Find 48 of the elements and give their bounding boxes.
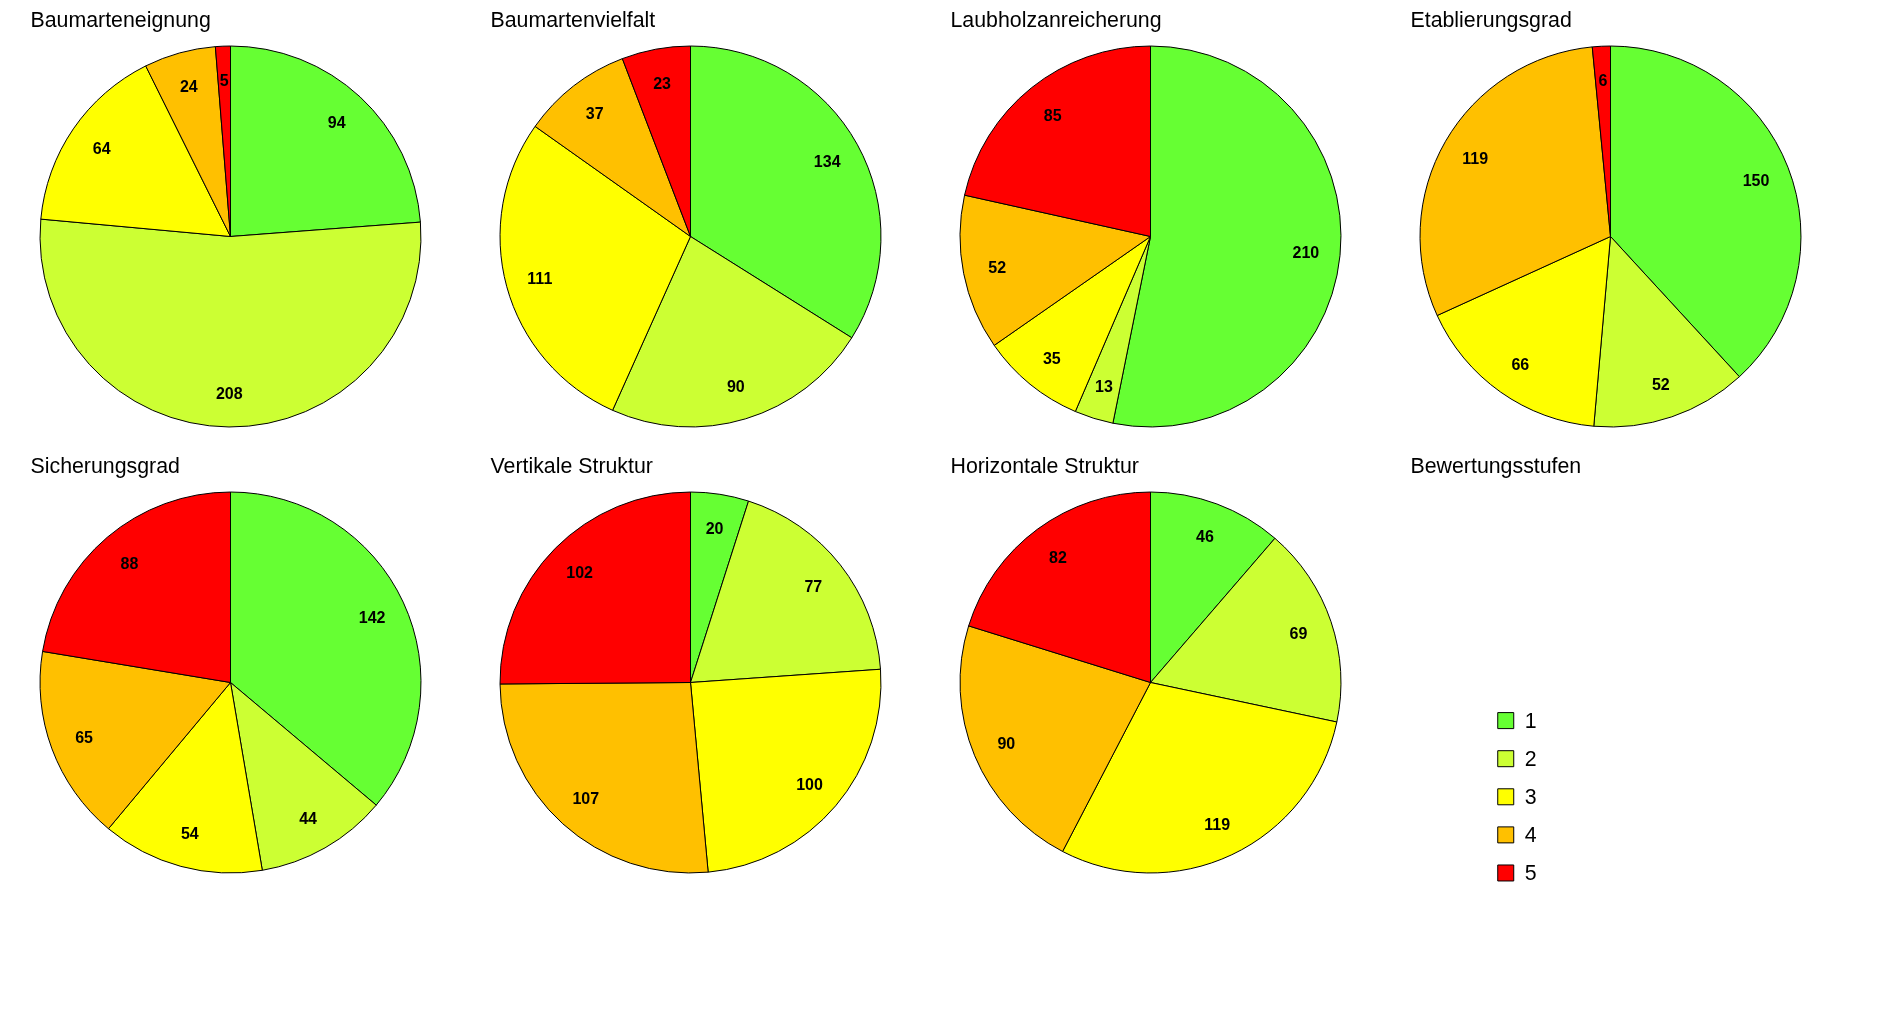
data-label: 37: [585, 105, 604, 123]
data-label: 65: [75, 728, 94, 746]
chart-title: Vertikale Struktur: [490, 453, 653, 478]
legend-label: 2: [1524, 747, 1537, 772]
chart-title: Baumarteneignung: [30, 7, 211, 32]
data-label: 88: [120, 555, 139, 573]
data-label: 23: [653, 74, 672, 92]
data-label: 46: [1196, 528, 1214, 546]
chart-title: Sicherungsgrad: [30, 453, 180, 478]
legend-label: 5: [1524, 861, 1537, 886]
data-label: 35: [1042, 349, 1061, 367]
data-label: 85: [1043, 106, 1062, 124]
data-label: 119: [1204, 815, 1231, 833]
data-label: 82: [1049, 548, 1067, 566]
chart-title: Etablierungsgrad: [1410, 7, 1572, 32]
data-label: 5: [219, 72, 229, 90]
data-label: 142: [358, 608, 386, 626]
data-label: 64: [92, 140, 111, 158]
data-label: 111: [527, 269, 553, 287]
data-label: 150: [1742, 171, 1770, 189]
data-label: 77: [804, 578, 823, 596]
data-label: 90: [726, 377, 745, 395]
data-label: 20: [705, 520, 724, 538]
data-label: 134: [813, 152, 841, 170]
data-label: 100: [796, 775, 823, 793]
chart-title: Baumartenvielfalt: [490, 7, 656, 32]
data-label: 208: [215, 384, 243, 402]
data-label: 69: [1289, 624, 1308, 642]
data-label: 102: [566, 564, 594, 582]
chart-title: Laubholzanreicherung: [950, 7, 1162, 32]
data-label: 54: [180, 825, 199, 843]
chart-title: Horizontale Struktur: [950, 453, 1139, 478]
data-label: 24: [179, 77, 198, 95]
data-label: 52: [1651, 376, 1670, 394]
legend-title: Bewertungsstufen: [1410, 453, 1582, 478]
data-label: 44: [299, 810, 318, 828]
data-label: 6: [1598, 72, 1608, 90]
data-label: 13: [1095, 377, 1114, 395]
legend-label: 4: [1524, 823, 1537, 848]
data-label: 210: [1292, 244, 1320, 261]
legend-label: 3: [1524, 785, 1537, 810]
data-label: 94: [327, 113, 346, 131]
data-label: 119: [1462, 150, 1489, 168]
data-label: 107: [572, 790, 600, 808]
data-label: 66: [1511, 356, 1530, 374]
data-label: 90: [997, 734, 1016, 752]
legend-label: 1: [1524, 709, 1537, 734]
data-label: 52: [988, 258, 1007, 276]
